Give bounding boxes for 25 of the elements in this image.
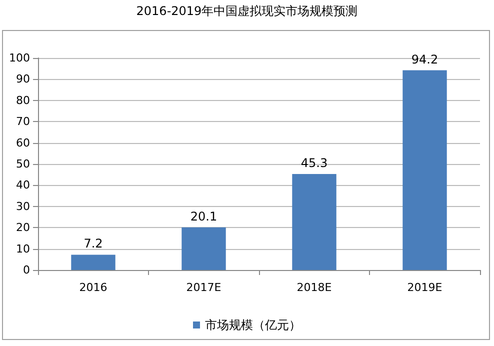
y-tick-label: 0 [23,264,30,276]
bar [292,174,336,270]
x-tick-label: 2018E [296,281,332,294]
bar [71,254,116,270]
x-tick-label: 2016 [79,281,108,294]
data-label: 94.2 [411,52,438,66]
y-tick-label: 20 [16,221,30,234]
y-tick-label: 50 [16,158,30,170]
data-label: 20.1 [190,209,218,224]
x-tick-label: 2017E [186,281,222,294]
data-label: 7.2 [84,236,103,251]
chart-title: 2016-2019年中国虚拟现实市场规模预测 [135,3,359,20]
y-tick-label: 40 [16,178,30,192]
y-tick-label: 100 [9,52,30,64]
y-tick-label: 30 [16,200,30,213]
legend-label: 市场规模（亿元） [205,318,301,332]
data-label: 45.3 [300,156,328,170]
bar [402,70,447,270]
bar [182,227,226,270]
y-tick-label: 10 [16,242,30,256]
y-tick-label: 80 [16,94,30,107]
x-tick-label: 2019E [407,281,442,294]
y-tick-label: 60 [16,136,30,150]
y-tick-label: 70 [16,115,30,128]
y-tick-label: 90 [16,72,30,86]
